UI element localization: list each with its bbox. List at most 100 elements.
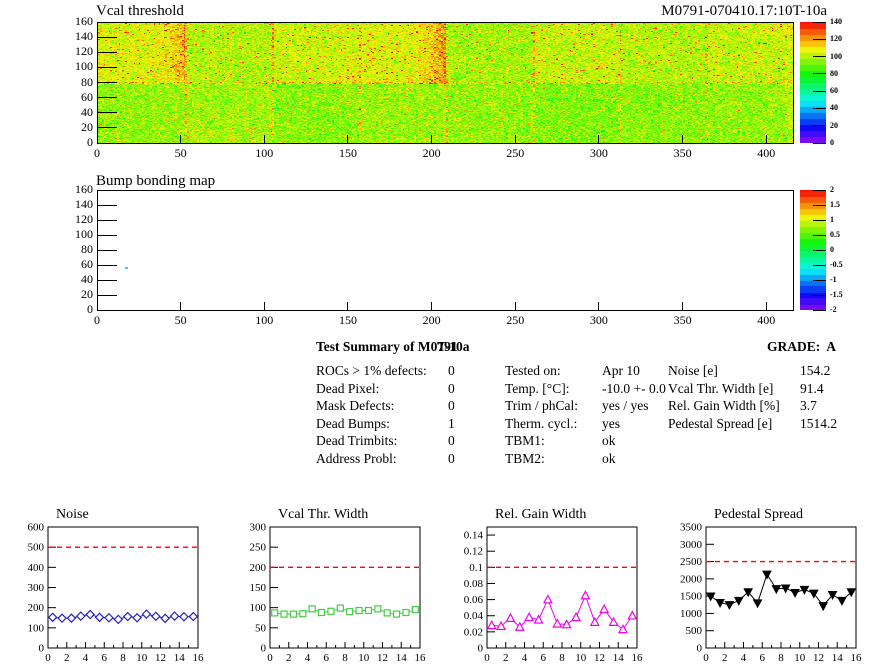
x-axis-tick-label: 250 — [506, 146, 525, 160]
y-axis-tick-label: 160 — [75, 14, 93, 28]
svg-text:200: 200 — [250, 562, 267, 574]
x-axis-tick-label: 0 — [94, 313, 100, 327]
x-axis-tick — [180, 302, 182, 310]
x-axis-tick — [765, 135, 767, 143]
svg-text:2: 2 — [286, 652, 292, 664]
summary-module-type: T-10a — [437, 339, 470, 354]
x-axis-tick-label: 400 — [757, 313, 776, 327]
rel-gain-plot-panel: Rel. Gain Width 0 0.02 0.04 0.06 0.08 0.1 0.12… — [439, 505, 663, 670]
vcal-threshold-plot-area — [97, 22, 794, 144]
summary-label: Pedestal Spread [e] — [668, 415, 773, 431]
colorbar-tick-label: -2 — [830, 305, 837, 314]
colorbar-tick — [813, 309, 826, 311]
x-axis-tick — [598, 135, 600, 143]
y-axis-tick — [97, 142, 117, 144]
x-axis-tick-label: 0 — [94, 146, 100, 160]
svg-text:0.08: 0.08 — [464, 578, 484, 590]
summary-value: 91.4 — [800, 380, 824, 396]
x-axis-tick — [431, 135, 433, 143]
x-axis-tick-label: 150 — [338, 146, 357, 160]
summary-value: 0 — [448, 363, 455, 378]
x-axis-tick — [598, 302, 600, 310]
x-axis-tick-label: 250 — [506, 313, 525, 327]
x-axis-tick — [96, 302, 98, 310]
svg-text:4: 4 — [741, 652, 747, 664]
svg-text:8: 8 — [559, 652, 565, 664]
svg-text:14: 14 — [832, 652, 844, 664]
y-axis-tick — [97, 264, 117, 266]
svg-text:2500: 2500 — [680, 556, 703, 568]
x-axis-tick — [263, 135, 265, 143]
svg-text:4: 4 — [83, 652, 89, 664]
y-axis-tick-label: 20 — [81, 287, 93, 301]
svg-text:100: 100 — [28, 622, 45, 634]
svg-text:0.02: 0.02 — [464, 626, 483, 638]
svg-text:16: 16 — [851, 652, 863, 664]
colorbar-tick — [813, 90, 826, 92]
svg-text:1000: 1000 — [680, 608, 703, 620]
x-axis-tick-label: 400 — [757, 146, 776, 160]
bump-bonding-plot-area — [97, 190, 794, 311]
x-axis-tick-label: 150 — [338, 313, 357, 327]
x-axis-tick-label: 200 — [422, 146, 441, 160]
colorbar-tick-label: 1 — [830, 215, 834, 224]
svg-text:400: 400 — [28, 562, 45, 574]
summary-label: Tested on: — [505, 363, 561, 378]
summary-label: Rel. Gain Width [%] — [668, 398, 780, 414]
svg-text:0: 0 — [484, 652, 490, 664]
y-axis-tick — [97, 249, 117, 251]
summary-value: 0 — [448, 433, 455, 449]
summary-label: TBM1: — [505, 433, 545, 449]
colorbar-tick — [813, 73, 826, 75]
summary-value: 0 — [448, 451, 455, 466]
x-axis-tick — [96, 135, 98, 143]
svg-text:4: 4 — [305, 652, 311, 664]
svg-text:14: 14 — [396, 652, 408, 664]
colorbar-tick — [813, 249, 826, 251]
y-axis-tick-label: 60 — [81, 257, 93, 271]
colorbar-tick-label: 0 — [830, 138, 834, 147]
summary-value: 0 — [448, 398, 455, 414]
svg-text:2: 2 — [722, 652, 728, 664]
summary-label: Noise [e] — [668, 363, 718, 378]
summary-label: TBM2: — [505, 451, 545, 466]
y-axis-tick — [97, 112, 117, 114]
y-axis-tick-label: 120 — [75, 212, 93, 226]
x-axis-tick-label: 100 — [255, 146, 274, 160]
y-axis-tick — [97, 97, 117, 99]
svg-text:2000: 2000 — [680, 573, 703, 585]
svg-text:10: 10 — [575, 652, 587, 664]
module-run-id: M0791-070410.17:10T-10a — [661, 3, 827, 19]
colorbar-tick — [813, 294, 826, 296]
svg-text:6: 6 — [760, 652, 766, 664]
bump-bonding-title: Bump bonding map — [96, 173, 216, 189]
colorbar-tick-label: 100 — [830, 51, 842, 61]
colorbar-tick-label: 140 — [830, 17, 842, 26]
y-axis-tick-label: 160 — [75, 182, 93, 196]
summary-label: Vcal Thr. Width [e] — [668, 380, 774, 396]
colorbar-tick — [813, 204, 826, 206]
summary-label: Dead Bumps: — [316, 415, 390, 431]
svg-text:0: 0 — [45, 652, 51, 664]
y-axis-tick — [97, 189, 117, 191]
svg-text:0.14: 0.14 — [464, 530, 484, 542]
x-axis-tick-label: 50 — [174, 313, 187, 327]
y-axis-tick-label: 0 — [87, 302, 93, 316]
svg-text:12: 12 — [594, 652, 605, 664]
summary-value: 1 — [448, 415, 455, 431]
summary-value: 1514.2 — [800, 415, 838, 431]
summary-label: Trim / phCal: — [505, 398, 579, 414]
summary-label: Address Probl: — [316, 451, 397, 466]
svg-text:0.1: 0.1 — [469, 562, 483, 574]
colorbar-tick — [813, 107, 826, 109]
dead-bump-marker — [124, 266, 128, 269]
svg-text:0: 0 — [703, 652, 709, 664]
y-axis-tick — [97, 82, 117, 83]
svg-text:14: 14 — [174, 652, 186, 664]
y-axis-tick-label: 20 — [81, 119, 93, 134]
x-axis-tick-label: 300 — [589, 146, 608, 160]
colorbar-tick-label: 40 — [830, 103, 838, 113]
summary-label: ROCs > 1% defects: — [316, 363, 427, 378]
x-axis-tick — [347, 135, 349, 143]
svg-text:16: 16 — [632, 652, 644, 664]
